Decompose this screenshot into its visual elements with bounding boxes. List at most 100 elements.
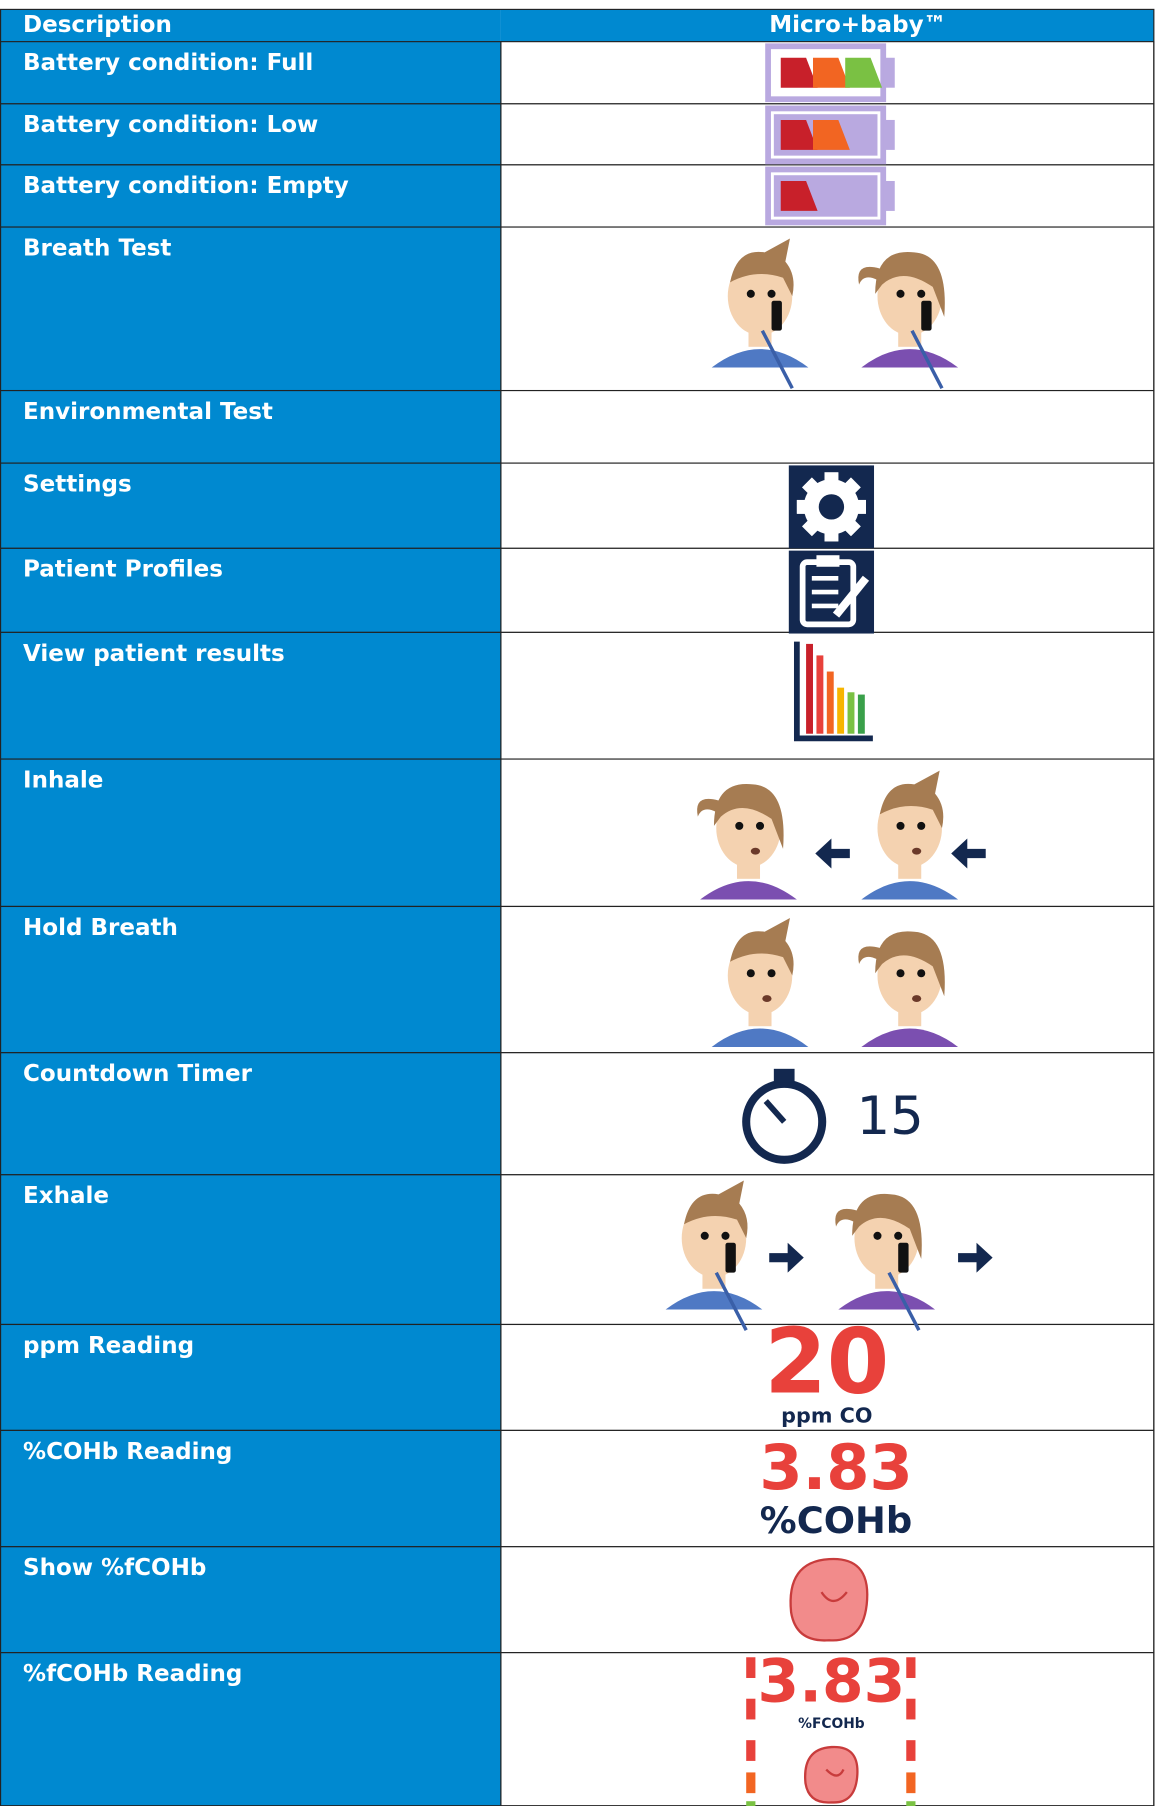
bar (847, 692, 855, 734)
gauge (906, 1657, 916, 1678)
label-cell (0, 41, 502, 105)
hair (879, 770, 944, 829)
battery-icon (765, 43, 895, 103)
timer-value: 15 (856, 1086, 923, 1147)
pencil (832, 575, 870, 618)
head (727, 936, 793, 1015)
eye (873, 1231, 882, 1240)
row-label: ppm Reading (23, 1333, 194, 1359)
cohb-unit: %COHb (760, 1499, 912, 1542)
ponytail (835, 1208, 857, 1227)
label-cell (0, 226, 502, 392)
label-cell (0, 164, 502, 228)
arrow (769, 1242, 804, 1273)
shirt (711, 1028, 809, 1047)
baby-detail (825, 1768, 845, 1777)
clip (816, 555, 840, 567)
shirt (700, 881, 797, 900)
device (921, 300, 932, 331)
strap (714, 1271, 748, 1332)
label-cell (0, 1429, 502, 1548)
fetus-icon (789, 1557, 869, 1642)
shirt (861, 1028, 959, 1047)
inhale-icon (697, 770, 986, 900)
battery-cell (812, 119, 850, 150)
gauge (906, 1772, 916, 1794)
eye (721, 1231, 730, 1240)
mouth (750, 847, 761, 855)
label-cell (0, 1546, 502, 1654)
row-label: View patient results (23, 641, 285, 667)
arrow (958, 1242, 993, 1273)
row-label: Show %fCOHb (23, 1555, 206, 1581)
eye (917, 289, 926, 298)
strap (760, 329, 794, 390)
gauge (746, 1657, 756, 1678)
exhale-icon (665, 1180, 993, 1332)
hair (852, 1193, 922, 1259)
eye (767, 289, 776, 298)
cohb-value: 3.83 (759, 1431, 912, 1504)
crown (773, 1068, 795, 1083)
shirt (711, 349, 809, 368)
eye (755, 821, 765, 830)
settings-icon (788, 465, 875, 549)
label-cell (0, 1323, 502, 1431)
battery-cell (812, 57, 850, 88)
eye (746, 289, 755, 298)
bar (816, 655, 824, 734)
row-label: Inhale (23, 767, 103, 793)
shirt (861, 881, 959, 900)
arrow (815, 838, 850, 869)
baby-detail (820, 1591, 848, 1603)
eye (767, 969, 776, 978)
device (771, 300, 782, 331)
battery-tip (883, 180, 895, 211)
eye (746, 969, 755, 978)
arrow (951, 838, 986, 869)
label-cell (0, 462, 502, 549)
battery-cell (780, 119, 818, 150)
head (877, 788, 942, 868)
row-label: Battery condition: Empty (23, 173, 349, 199)
gear-hole (818, 494, 845, 520)
gauge (906, 1740, 916, 1761)
icon-cell (500, 1052, 1155, 1176)
mouth (912, 995, 922, 1003)
battery-icon (765, 166, 895, 226)
strap (910, 329, 944, 390)
eye (894, 1231, 903, 1240)
icon-cell (500, 905, 1155, 1054)
ppm-value: 20 (764, 1311, 889, 1415)
timer-icon (742, 1068, 827, 1164)
fcohb-value: 3.83 (758, 1646, 906, 1716)
battery-cell (780, 180, 818, 211)
device (898, 1242, 909, 1273)
fcohb-icon (746, 1657, 916, 1806)
shirt (665, 1291, 763, 1310)
bar (857, 694, 865, 734)
icon-cell (500, 1174, 1155, 1326)
bar (826, 671, 834, 734)
icon-cell (500, 389, 1155, 464)
breath-icon (711, 238, 959, 390)
gauge (746, 1740, 756, 1761)
hold-icon (711, 917, 959, 1047)
battery-icon (765, 105, 895, 165)
gauge (906, 1801, 916, 1806)
row-label: Breath Test (23, 235, 171, 261)
hand (763, 1099, 787, 1124)
label-cell (0, 905, 502, 1054)
row-label: Hold Breath (23, 915, 178, 941)
eye (917, 969, 926, 978)
icon-cell (500, 1429, 1155, 1548)
eye (735, 821, 744, 830)
eye (896, 821, 905, 830)
mouth (912, 847, 922, 855)
profiles-icon (788, 550, 875, 634)
battery-cell (845, 57, 883, 88)
mouth (762, 995, 772, 1003)
label-cell (0, 1174, 502, 1326)
hair (875, 931, 945, 997)
header-label: Description (23, 12, 172, 38)
